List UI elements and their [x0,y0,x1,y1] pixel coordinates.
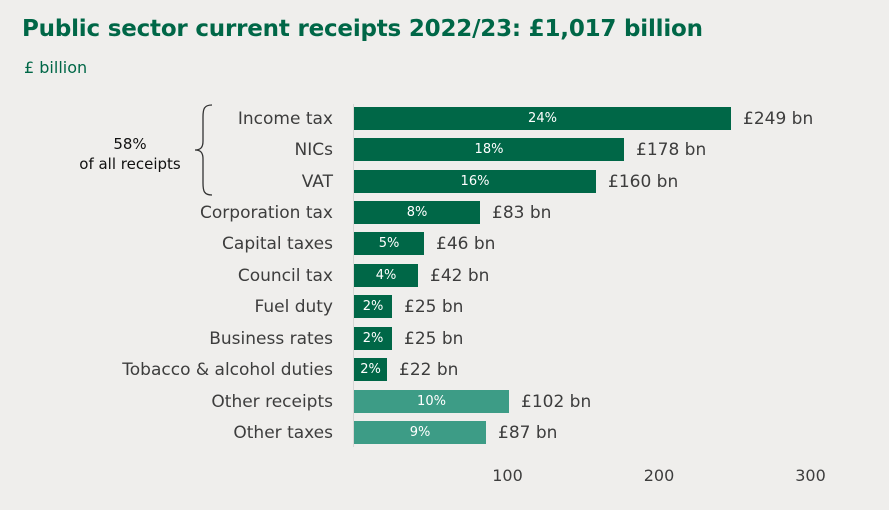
bar: 18% [354,138,624,161]
bar-row: Corporation tax 8% £83 bn [0,201,889,225]
category-label: VAT [301,172,333,192]
category-label: Other receipts [211,392,333,412]
annotation-text: of all receipts [79,155,181,173]
bar-row: Income tax 24% £249 bn [0,107,889,131]
category-label: Corporation tax [200,203,333,223]
value-label: £46 bn [436,234,496,254]
bar: 5% [354,232,424,255]
bar-row: Other taxes 9% £87 bn [0,421,889,445]
category-label: Income tax [237,109,333,129]
bar-row: Fuel duty 2% £25 bn [0,295,889,319]
bar: 8% [354,201,480,224]
category-label: Other taxes [233,423,333,443]
bar-row: Council tax 4% £42 bn [0,264,889,288]
bar: 4% [354,264,418,287]
bar-row: Other receipts 10% £102 bn [0,390,889,414]
value-label: £42 bn [430,266,490,286]
x-tick-label: 200 [643,466,675,485]
bar-row: Capital taxes 5% £46 bn [0,232,889,256]
bar: 2% [354,327,392,350]
curly-brace-icon [194,104,213,196]
category-label: Fuel duty [254,297,333,317]
bar: 2% [354,358,387,381]
bar-row: Tobacco & alcohol duties 2% £22 bn [0,358,889,382]
bar-row: VAT 16% £160 bn [0,170,889,194]
value-label: £249 bn [743,109,814,129]
value-label: £160 bn [608,172,679,192]
bar-row: Business rates 2% £25 bn [0,327,889,351]
value-label: £22 bn [399,360,459,380]
category-label: NICs [294,140,333,160]
value-label: £83 bn [492,203,552,223]
category-label: Council tax [237,266,333,286]
bar-row: NICs 18% £178 bn [0,138,889,162]
annotation-percent: 58% [113,135,147,153]
bar: 24% [354,107,731,130]
x-tick-label: 300 [795,466,826,485]
bar: 9% [354,421,486,444]
value-label: £87 bn [498,423,558,443]
category-label: Tobacco & alcohol duties [122,360,333,380]
category-label: Capital taxes [222,234,333,254]
chart-title: Public sector current receipts 2022/23: … [22,16,703,42]
value-label: £102 bn [521,392,592,412]
value-label: £25 bn [404,297,464,317]
bar: 16% [354,170,596,193]
annotation-58-percent: 58% of all receipts [60,134,200,174]
y-axis-line [353,104,354,447]
x-tick-label: 100 [492,466,523,485]
category-label: Business rates [209,329,333,349]
bar: 10% [354,390,509,413]
value-label: £25 bn [404,329,464,349]
bar: 2% [354,295,392,318]
value-label: £178 bn [636,140,707,160]
chart-subtitle: £ billion [24,58,88,77]
